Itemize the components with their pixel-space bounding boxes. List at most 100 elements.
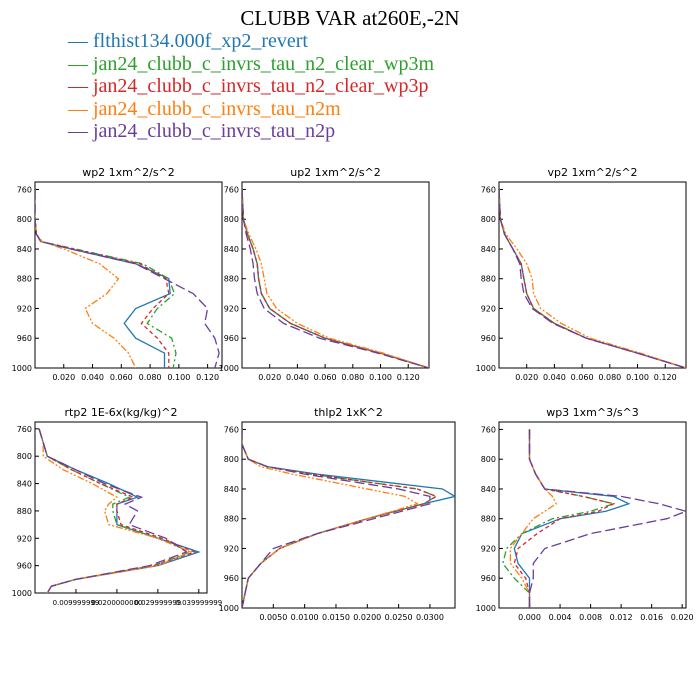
y-tick-label: 960 <box>481 334 496 343</box>
y-tick-label: 840 <box>17 480 32 489</box>
series-line <box>242 189 429 368</box>
y-tick-label: 920 <box>17 304 32 313</box>
legend-item: — flthist134.000f_xp2_revert <box>68 30 308 52</box>
series-line <box>35 189 177 368</box>
y-tick-label: 1000 <box>12 589 32 598</box>
x-tick-label: 0.016 <box>640 613 663 622</box>
y-tick-label: 960 <box>224 574 239 583</box>
x-tick-label: 0.080 <box>341 373 364 382</box>
series-line <box>242 429 431 608</box>
chart-panel: wp3 1xm^3/s^3 760 800 840 880 920 960 1000 0.000… <box>476 406 694 622</box>
x-tick-label: 0.040 <box>81 373 104 382</box>
y-tick-label: 920 <box>481 544 496 553</box>
x-tick-label: 0.060 <box>314 373 337 382</box>
y-tick-label: 840 <box>17 245 32 254</box>
x-tick-label: 0.120 <box>654 373 677 382</box>
series-line <box>502 429 616 608</box>
plot-frame <box>498 181 687 369</box>
chart-title: up2 1xm^2/s^2 <box>290 166 381 179</box>
series-line <box>242 429 455 608</box>
y-tick-label: 800 <box>224 455 239 464</box>
series-line <box>528 429 686 608</box>
x-tick-label: 0.080 <box>598 373 621 382</box>
series-line <box>499 189 686 368</box>
y-tick-label: 760 <box>224 425 239 434</box>
series-line <box>35 189 220 368</box>
series-line <box>38 428 188 593</box>
x-tick-label: 0.0250 <box>385 613 413 622</box>
x-tick-label: 0.0200 <box>353 613 381 622</box>
x-tick-label: 0.0300 <box>416 613 444 622</box>
y-tick-label: 920 <box>224 304 239 313</box>
x-tick-label: 0.100 <box>167 373 190 382</box>
page-title: CLUBB VAR at260E,-2N <box>240 6 460 30</box>
legend-label: jan24_clubb_c_invrs_tau_n2m <box>93 97 341 120</box>
x-tick-label: 0.040 <box>543 373 566 382</box>
series-line <box>242 189 429 368</box>
x-tick-label: 0.0150 <box>322 613 350 622</box>
y-tick-label: 1000 <box>476 364 496 373</box>
y-tick-label: 880 <box>481 515 496 524</box>
x-tick-label: 0.000 <box>518 613 541 622</box>
series-line <box>513 429 631 608</box>
series-line <box>38 428 193 593</box>
x-tick-label: 0.0050 <box>259 613 287 622</box>
series-line <box>499 189 686 368</box>
y-tick-label: 960 <box>17 562 32 571</box>
y-tick-label: 840 <box>481 245 496 254</box>
legend-item: — jan24_clubb_c_invrs_tau_n2_clear_wp3m <box>68 52 435 75</box>
legend-item: — jan24_clubb_c_invrs_tau_n2_clear_wp3p <box>68 75 429 97</box>
chart-panel: rtp2 1E-6x(kg/kg)^2 760 800 840 880 920 960 100… <box>12 406 223 607</box>
y-tick-label: 840 <box>224 245 239 254</box>
y-tick-label: 760 <box>481 185 496 194</box>
y-tick-label: 800 <box>17 452 32 461</box>
y-tick-label: 760 <box>17 185 32 194</box>
series-line <box>513 429 616 608</box>
y-tick-label: 880 <box>224 275 239 284</box>
legend-item: — jan24_clubb_c_invrs_tau_n2m <box>68 97 341 120</box>
y-tick-label: 800 <box>481 215 496 224</box>
series-line <box>499 189 686 368</box>
y-tick-label: 760 <box>224 185 239 194</box>
chart-title: rtp2 1E-6x(kg/kg)^2 <box>65 406 178 419</box>
chart-title: wp3 1xm^3/s^3 <box>546 406 639 419</box>
x-tick-label: 0.039999999 <box>175 599 222 607</box>
y-tick-label: 1000 <box>219 604 239 613</box>
x-tick-label: 0.0200000000 <box>91 599 142 607</box>
chart-panel: wp2 1xm^2/s^2 760 800 840 880 920 960 1000 0.020… <box>12 166 223 382</box>
series-line <box>38 428 201 593</box>
series-line <box>35 189 137 368</box>
x-tick-label: 0.029999999 <box>134 599 181 607</box>
series-line <box>38 428 197 593</box>
x-tick-label: 0.080 <box>139 373 162 382</box>
y-tick-label: 880 <box>17 275 32 284</box>
y-tick-label: 800 <box>481 455 496 464</box>
legend: — flthist134.000f_xp2_revert — jan24_clu… <box>68 30 434 143</box>
chart-panel: vp2 1xm^2/s^2 760 800 840 880 920 960 1000 0.020… <box>476 166 687 382</box>
series-line <box>499 189 686 368</box>
series-line <box>35 189 170 368</box>
x-tick-label: 0.020 <box>515 373 538 382</box>
y-tick-label: 800 <box>17 215 32 224</box>
chart-panel: thlp2 1xK^2 760 800 840 880 920 960 1000 0.0050 0… <box>219 406 456 622</box>
x-tick-label: 0.100 <box>369 373 392 382</box>
series-line <box>242 429 438 608</box>
x-tick-label: 0.120 <box>397 373 420 382</box>
y-tick-label: 1000 <box>476 604 496 613</box>
plot-frame <box>241 181 430 369</box>
y-tick-label: 1000 <box>12 364 32 373</box>
x-tick-label: 0.040 <box>286 373 309 382</box>
legend-label: flthist134.000f_xp2_revert <box>93 30 308 52</box>
chart-title: wp2 1xm^2/s^2 <box>82 166 175 179</box>
y-tick-label: 960 <box>17 334 32 343</box>
series-line <box>242 429 438 608</box>
x-tick-label: 0.020 <box>671 613 694 622</box>
x-tick-label: 0.004 <box>549 613 572 622</box>
y-tick-label: 1000 <box>219 364 239 373</box>
x-tick-label: 0.008 <box>579 613 602 622</box>
x-tick-label: 0.0100 <box>291 613 319 622</box>
series-line <box>499 189 686 368</box>
x-tick-label: 0.020 <box>258 373 281 382</box>
x-tick-label: 0.020 <box>52 373 75 382</box>
